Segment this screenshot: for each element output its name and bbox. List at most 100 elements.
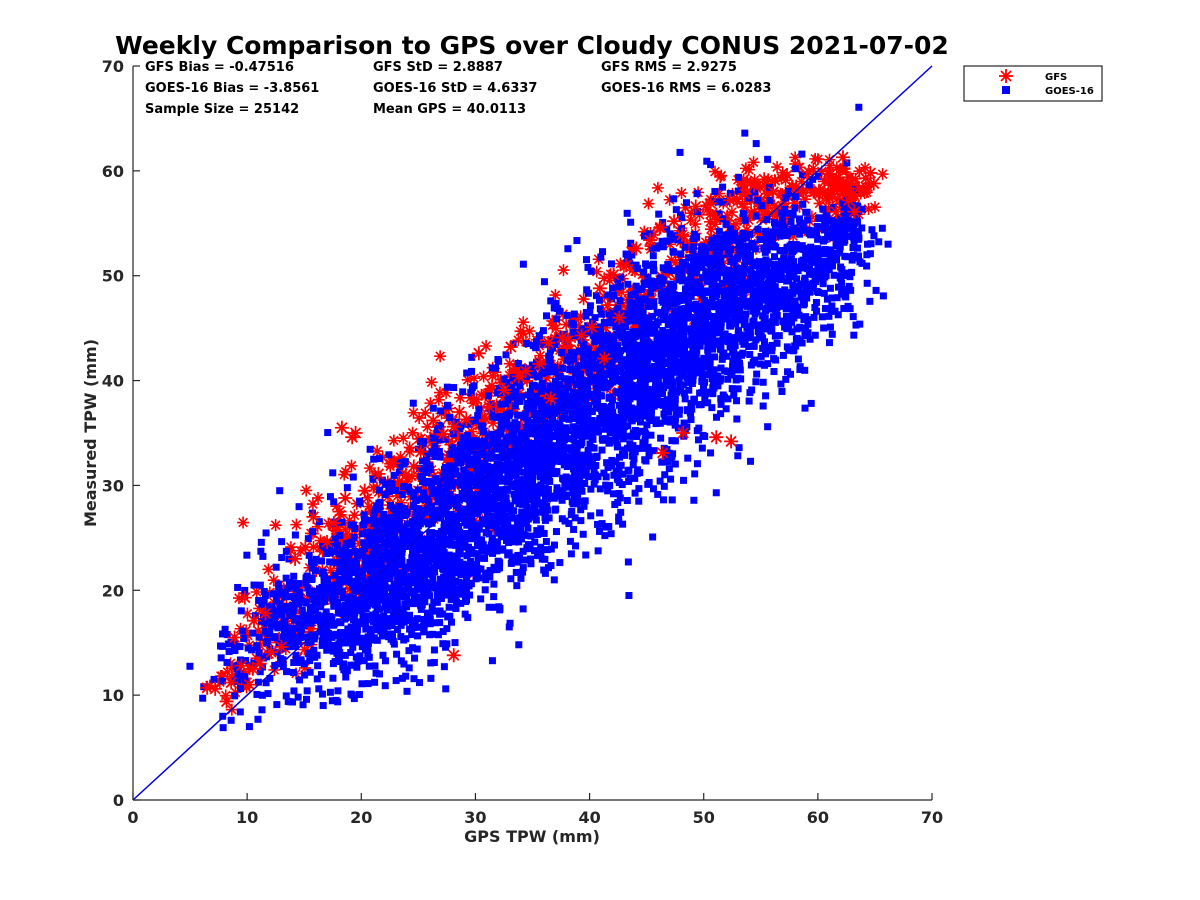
goes16-point: [367, 625, 375, 633]
goes16-point: [543, 489, 551, 497]
goes16-point: [573, 493, 581, 501]
goes16-point: [426, 620, 434, 628]
goes16-point: [650, 447, 658, 455]
gfs-point: [478, 411, 491, 424]
goes16-point: [654, 386, 662, 394]
goes16-point: [530, 370, 538, 378]
goes16-point: [519, 605, 527, 613]
goes16-point: [283, 627, 291, 635]
goes16-point: [330, 621, 338, 629]
goes16-point: [419, 478, 427, 486]
goes16-point: [423, 458, 431, 466]
goes16-point: [406, 625, 414, 633]
goes16-point: [435, 533, 443, 541]
goes16-point: [490, 580, 498, 588]
goes16-point: [448, 482, 456, 490]
goes16-point: [614, 304, 622, 312]
goes16-point: [517, 494, 525, 502]
goes16-point: [694, 208, 702, 216]
goes16-point: [600, 377, 608, 385]
goes16-point: [506, 619, 514, 627]
goes16-point: [257, 617, 265, 625]
goes16-point: [604, 487, 612, 495]
goes16-point: [559, 364, 567, 372]
goes16-point: [698, 372, 706, 380]
goes16-point: [614, 310, 622, 318]
goes16-point: [514, 359, 522, 367]
goes16-point: [266, 646, 274, 654]
goes16-point: [555, 373, 563, 381]
goes16-point: [527, 560, 535, 568]
goes16-point: [440, 472, 448, 480]
goes16-point: [708, 404, 716, 412]
goes16-point: [388, 480, 396, 488]
goes16-point: [358, 530, 366, 538]
goes16-point: [364, 640, 372, 648]
goes16-point: [591, 471, 599, 479]
gfs-point: [269, 519, 282, 532]
goes16-point: [353, 638, 361, 646]
goes16-point: [518, 457, 526, 465]
goes16-point: [330, 586, 338, 594]
goes16-point: [724, 395, 732, 403]
goes16-point: [634, 341, 642, 349]
goes16-point: [540, 529, 548, 537]
goes16-point: [489, 477, 497, 485]
goes16-point: [430, 598, 438, 606]
goes16-point: [695, 436, 703, 444]
goes16-point: [599, 248, 607, 256]
goes16-point: [362, 625, 370, 633]
goes16-point: [469, 437, 477, 445]
goes16-point: [429, 575, 437, 583]
goes16-point: [700, 354, 708, 362]
goes16-point: [464, 420, 472, 428]
goes16-point: [416, 465, 424, 473]
goes16-point: [582, 551, 590, 559]
gfs-point: [759, 179, 772, 192]
goes16-point: [381, 657, 389, 665]
goes16-point: [278, 554, 286, 562]
goes16-point: [502, 400, 510, 408]
gfs-point: [434, 350, 447, 363]
goes16-point: [425, 478, 433, 486]
goes16-point: [550, 541, 558, 549]
goes16-point: [568, 446, 576, 454]
goes16-point: [597, 310, 605, 318]
goes16-point: [693, 460, 701, 468]
gfs-point: [540, 372, 553, 385]
goes16-point: [520, 556, 528, 564]
goes16-point: [657, 290, 665, 298]
goes16-point: [534, 449, 542, 457]
goes16-point: [492, 520, 500, 528]
goes16-point: [615, 490, 623, 498]
goes16-point: [277, 655, 285, 663]
goes16-point: [388, 559, 396, 567]
gfs-point: [324, 564, 337, 577]
gfs-point: [743, 209, 756, 222]
gfs-point: [699, 236, 712, 249]
goes16-point: [579, 530, 587, 538]
goes16-point: [542, 448, 550, 456]
goes16-point: [316, 628, 324, 636]
goes16-point: [585, 368, 593, 376]
goes16-point: [433, 581, 441, 589]
goes16-point: [600, 335, 608, 343]
goes16-point: [426, 581, 434, 589]
goes16-point: [624, 330, 632, 338]
goes16-point: [390, 615, 398, 623]
goes16-point: [345, 573, 353, 581]
goes16-point: [551, 365, 559, 373]
goes16-point: [644, 280, 652, 288]
goes16-point: [379, 515, 387, 523]
gfs-point: [413, 411, 426, 424]
goes16-point: [412, 578, 420, 586]
goes16-point: [640, 371, 648, 379]
goes16-point: [536, 396, 544, 404]
goes16-point: [262, 619, 270, 627]
goes16-point: [578, 413, 586, 421]
goes16-point: [292, 652, 300, 660]
goes16-point: [581, 360, 589, 368]
goes16-point: [282, 547, 290, 555]
goes16-point: [560, 403, 568, 411]
goes16-point: [484, 522, 492, 530]
